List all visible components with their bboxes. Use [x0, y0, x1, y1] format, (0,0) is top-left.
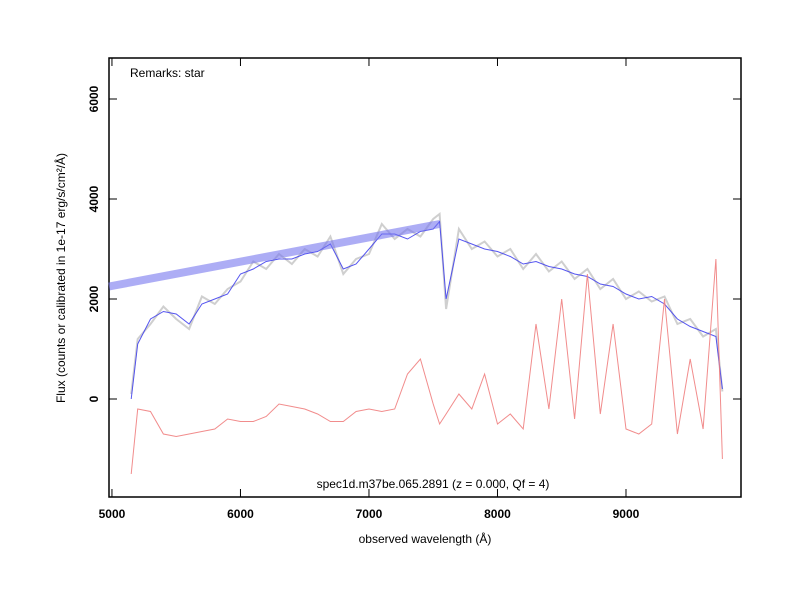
- plot-frame: [108, 57, 742, 498]
- spectrum-line: [130, 258, 723, 475]
- x-axis-label: observed wavelength (Å): [359, 531, 492, 546]
- annotation: Remarks: star: [130, 66, 205, 80]
- x-tick-label: 8000: [484, 507, 511, 521]
- x-tick-label: 7000: [356, 507, 383, 521]
- y-tick-label: 0: [87, 395, 101, 402]
- y-tick-label: 2000: [87, 285, 101, 312]
- fit-band: [108, 220, 441, 291]
- annotation: spec1d.m37be.065.2891 (z = 0.000, Qf = 4…: [317, 477, 550, 491]
- y-axis-label: Flux (counts or calibrated in 1e-17 erg/…: [53, 153, 68, 403]
- spectrum-line: [130, 220, 723, 400]
- y-tick-label: 6000: [87, 85, 101, 112]
- x-tick-label: 5000: [99, 507, 126, 521]
- x-tick-label: 9000: [613, 507, 640, 521]
- spectrum-line: [130, 212, 724, 395]
- x-tick-label: 6000: [227, 507, 254, 521]
- y-tick-label: 4000: [87, 185, 101, 212]
